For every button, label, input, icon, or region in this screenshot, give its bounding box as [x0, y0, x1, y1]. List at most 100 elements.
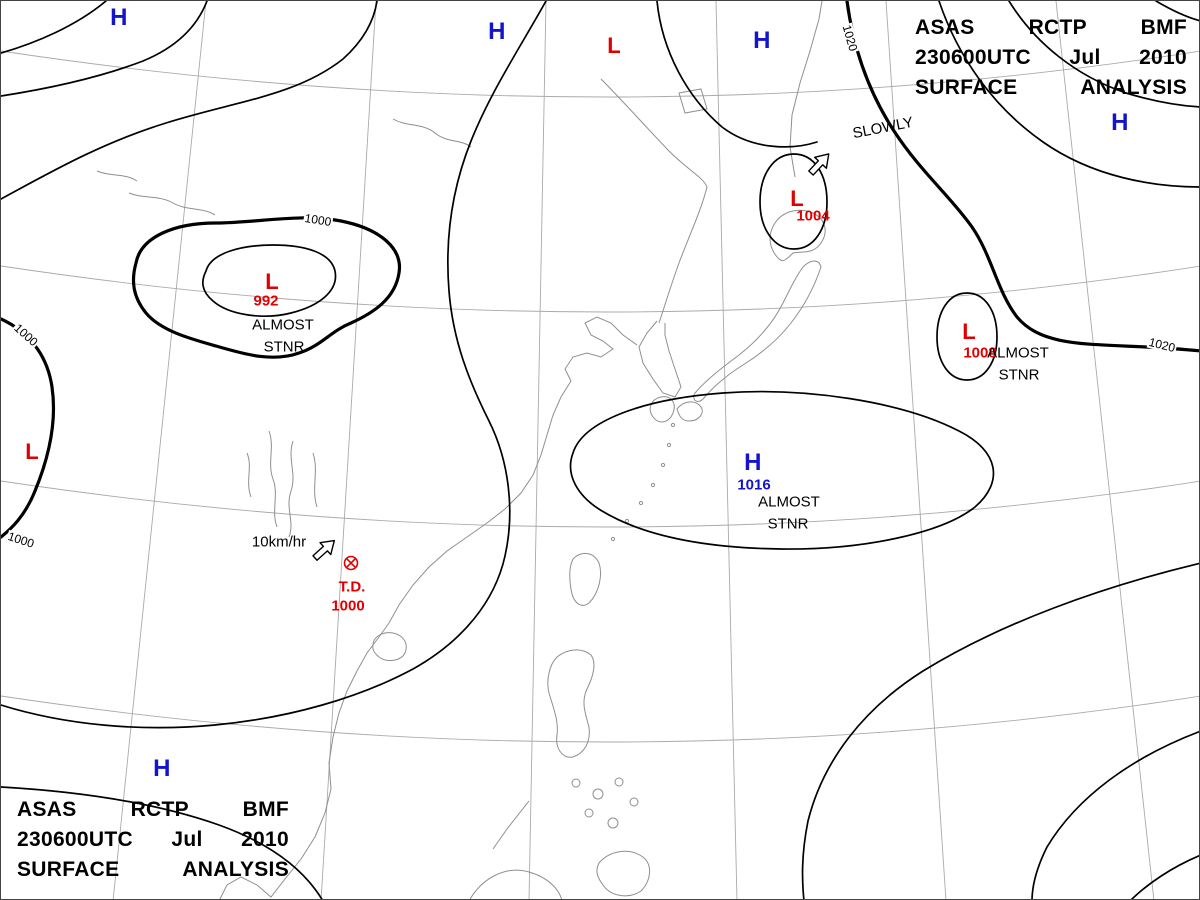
parallel [1, 480, 1199, 528]
title-line-2: 230600UTC Jul 2010 [915, 46, 1187, 69]
coast-primorye [600, 78, 708, 324]
isobar-1004-oval [759, 153, 828, 250]
isobar-1000-thick-china [131, 216, 402, 359]
td-speed: 10km/hr [251, 533, 307, 551]
isobar-top-left-a [1, 1, 208, 97]
ryukyu-island [638, 500, 644, 506]
pressure-value-1008: 1008 [963, 344, 997, 362]
visayas-island [571, 778, 581, 788]
isobar-1020-thick [845, 1, 1199, 353]
isobar-center-trough [1, 1, 547, 729]
isobar-top-left-b [1, 1, 378, 200]
island-hokkaido [769, 209, 826, 262]
visayas-island [629, 797, 639, 807]
high-symbol-1: H [110, 4, 128, 31]
low-symbol-china: L [265, 269, 279, 294]
low-symbol-west: L [25, 439, 39, 464]
pressure-value-1016: 1016 [737, 476, 771, 494]
movement-stnr-china: STNR [263, 338, 305, 356]
td-name: T.D. [338, 578, 366, 596]
ryukyu-island [666, 442, 672, 448]
island-borneo [469, 869, 562, 899]
coast-korea [638, 320, 682, 398]
meridian [715, 1, 738, 899]
meridian [112, 1, 207, 899]
isobar-1008-oval [936, 292, 998, 381]
movement-almost-china: ALMOST [252, 316, 314, 334]
visayas-island [592, 788, 604, 800]
visayas-island [607, 817, 619, 829]
td-cross [345, 557, 357, 569]
island-small-ne [678, 88, 708, 114]
td-circle [343, 555, 359, 571]
island-hainan [372, 632, 407, 661]
ryukyu-island [670, 422, 676, 428]
parallel [1, 265, 1199, 313]
high-symbol-4: H [1111, 109, 1129, 136]
pressure-value-992: 992 [253, 292, 279, 310]
low-symbol-east: L [962, 319, 976, 344]
meridian [885, 1, 947, 899]
island-taiwan [569, 553, 602, 606]
high-symbol-3: H [753, 27, 771, 54]
island-sakhalin [789, 1, 823, 178]
island-mindanao [596, 850, 650, 897]
isobar-top-right-corner [1155, 1, 1199, 22]
isobar-top-left-corner [1, 1, 107, 54]
coastlines [96, 1, 826, 899]
arrow-td-movement [312, 539, 336, 561]
chart-title-top-right: ASAS RCTP BMF 230600UTC Jul 2010 SURFACE… [915, 13, 1187, 103]
island-luzon [547, 649, 595, 758]
visayas-island [584, 808, 594, 818]
low-symbol-hokkaido: L [790, 186, 804, 211]
isobar-1016-japan [569, 390, 995, 550]
movement-stnr-east: STNR [998, 366, 1040, 384]
title-line-3: SURFACE ANALYSIS [915, 76, 1187, 99]
island-palawan [492, 800, 530, 850]
isobar-bottom-left [1, 786, 323, 899]
meridian [528, 1, 547, 899]
ryukyu-island [660, 462, 666, 468]
ryukyu-island [624, 518, 630, 524]
title-line-1: ASAS RCTP BMF [915, 16, 1187, 39]
title-line-2: 230600UTC Jul 2010 [17, 828, 289, 851]
isobar-north-center [656, 1, 818, 148]
coast-china [378, 316, 638, 638]
movement-stnr-japan: STNR [767, 515, 809, 533]
rivers-terrain [96, 118, 472, 538]
parallel [1, 695, 1199, 743]
isobar-top-right-b [938, 1, 1199, 188]
isobar-1000-thick-west [1, 317, 56, 539]
island-shikoku [676, 401, 703, 422]
movement-almost-japan: ALMOST [758, 493, 820, 511]
tropical-depression-marker [343, 555, 359, 571]
meridian [320, 1, 377, 899]
meridian [1055, 1, 1155, 899]
high-symbol-6: H [153, 755, 171, 782]
ryukyu-island [650, 482, 656, 488]
high-symbol-japan: H [744, 449, 762, 476]
coast-vietnam [219, 636, 380, 899]
isobar-992-inner [202, 244, 337, 317]
parallel [1, 50, 1199, 98]
td-pressure: 1000 [331, 597, 365, 615]
chart-title-bottom-left: ASAS RCTP BMF 230600UTC Jul 2010 SURFACE… [17, 795, 289, 885]
arrow-slowly [808, 153, 830, 176]
pressure-value-1004: 1004 [796, 207, 830, 225]
low-symbol-1: L [607, 33, 621, 58]
title-line-1: ASAS RCTP BMF [17, 798, 289, 821]
isobar-bottom-right-corner [1130, 854, 1199, 899]
movement-almost-east: ALMOST [987, 344, 1049, 362]
visayas-island [614, 777, 624, 787]
high-symbol-2: H [488, 18, 506, 45]
isobar-bottom-right-b [1031, 730, 1199, 899]
island-honshu [693, 260, 822, 402]
title-line-3: SURFACE ANALYSIS [17, 858, 289, 881]
isobar-bottom-right-a [801, 562, 1199, 899]
movement-arrows [312, 153, 830, 561]
ryukyu-island [610, 536, 616, 542]
